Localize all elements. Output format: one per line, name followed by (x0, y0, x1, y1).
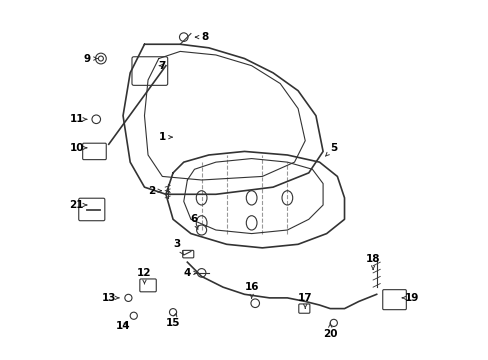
Text: 19: 19 (402, 293, 419, 303)
Text: 3: 3 (173, 239, 183, 255)
Circle shape (329, 319, 337, 327)
Circle shape (95, 53, 106, 64)
FancyBboxPatch shape (298, 304, 309, 313)
Circle shape (130, 312, 137, 319)
Text: 6: 6 (190, 214, 198, 230)
Circle shape (197, 269, 205, 277)
Text: 18: 18 (365, 253, 380, 269)
Text: 1: 1 (159, 132, 172, 142)
Circle shape (92, 115, 101, 123)
Text: 15: 15 (165, 312, 180, 328)
Circle shape (98, 56, 103, 61)
Text: 20: 20 (322, 323, 337, 339)
Circle shape (250, 299, 259, 307)
Text: 12: 12 (137, 268, 151, 284)
Text: 7: 7 (158, 61, 166, 71)
Circle shape (179, 33, 188, 41)
Text: 8: 8 (195, 32, 208, 42)
Text: 13: 13 (102, 293, 119, 303)
FancyBboxPatch shape (82, 143, 106, 159)
Text: 21: 21 (69, 200, 86, 210)
Text: 2: 2 (148, 186, 161, 196)
Text: 9: 9 (83, 54, 97, 64)
Circle shape (124, 294, 132, 301)
Text: 5: 5 (325, 143, 337, 156)
FancyBboxPatch shape (382, 290, 406, 310)
Text: 17: 17 (297, 293, 312, 309)
Text: 11: 11 (69, 114, 86, 124)
FancyBboxPatch shape (140, 279, 156, 292)
FancyBboxPatch shape (132, 57, 167, 85)
Text: 14: 14 (116, 321, 130, 332)
FancyBboxPatch shape (79, 198, 104, 221)
Text: 10: 10 (69, 143, 86, 153)
Text: 16: 16 (244, 282, 258, 298)
FancyBboxPatch shape (183, 250, 193, 258)
Circle shape (196, 225, 206, 235)
Circle shape (169, 309, 176, 316)
Text: 4: 4 (183, 268, 197, 278)
